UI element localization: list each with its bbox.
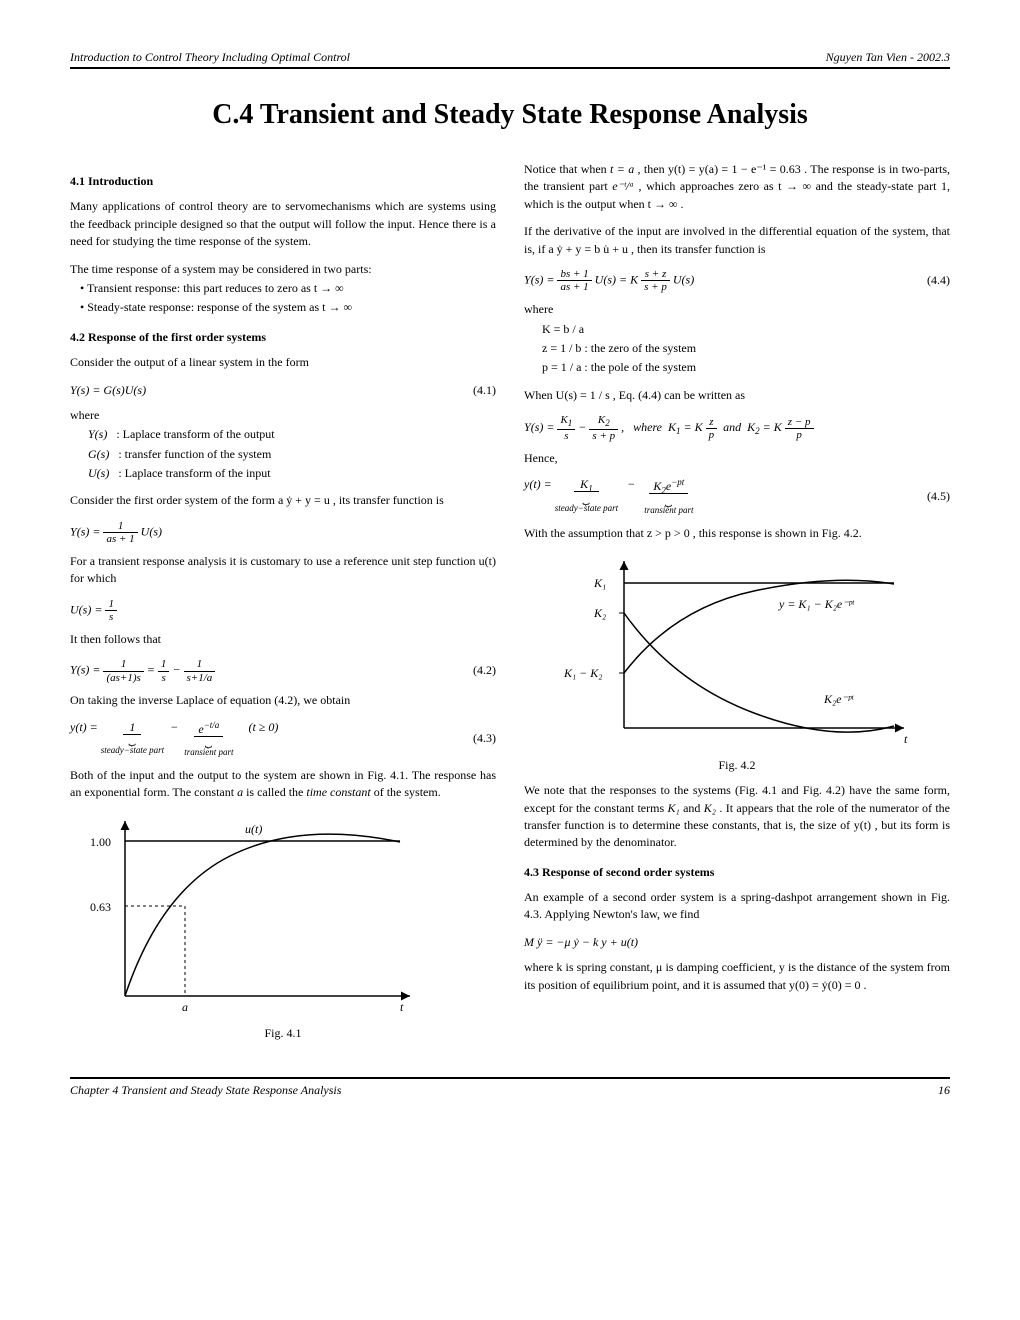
para: Many applications of control theory are … <box>70 198 496 250</box>
para: An example of a second order system is a… <box>524 889 950 924</box>
para: With the assumption that z > p > 0 , thi… <box>524 525 950 542</box>
para: Consider the first order system of the f… <box>70 492 496 509</box>
para: Notice that when t = a , then y(t) = y(a… <box>524 161 950 213</box>
heading-4-2: 4.2 Response of the first order systems <box>70 329 496 346</box>
page-header: Introduction to Control Theory Including… <box>70 50 950 69</box>
para: If the derivative of the input are invol… <box>524 223 950 258</box>
definition: G(s) : transfer function of the system <box>88 446 496 463</box>
definition: K = b / a <box>542 321 950 338</box>
heading-4-1: 4.1 Introduction <box>70 173 496 190</box>
definition: p = 1 / a : the pole of the system <box>542 359 950 376</box>
fig-label: t <box>400 1000 404 1014</box>
fig-label: a <box>182 1000 188 1014</box>
para: On taking the inverse Laplace of equatio… <box>70 692 496 709</box>
right-column: Notice that when t = a , then y(t) = y(a… <box>524 161 950 1051</box>
fig-label: 1.00 <box>90 835 111 849</box>
svg-text:K₁ − K₂: K₁ − K₂ <box>563 666 602 680</box>
equation: U(s) = 1s <box>70 598 496 623</box>
equation-4-1: Y(s) = G(s)U(s) (4.1) <box>70 382 496 399</box>
section-title: C.4 Transient and Steady State Response … <box>70 99 950 131</box>
para: Consider the output of a linear system i… <box>70 354 496 371</box>
content-columns: 4.1 Introduction Many applications of co… <box>70 161 950 1051</box>
svg-text:K₁: K₁ <box>593 576 606 590</box>
para: We note that the responses to the system… <box>524 782 950 852</box>
svg-text:y = K₁ − K₂e⁻ᵖᵗ: y = K₁ − K₂e⁻ᵖᵗ <box>778 597 855 611</box>
fig-caption: Fig. 4.1 <box>70 1025 496 1042</box>
footer-left: Chapter 4 Transient and Steady State Res… <box>70 1083 341 1098</box>
bullet: • Steady-state response: response of the… <box>70 299 496 316</box>
fig-caption: Fig. 4.2 <box>524 757 950 774</box>
svg-text:K₂: K₂ <box>593 606 606 620</box>
equation-4-2: Y(s) = 1(as+1)s = 1s − 1s+1/a (4.2) <box>70 658 496 683</box>
heading-4-3: 4.3 Response of second order systems <box>524 864 950 881</box>
bullet: • Transient response: this part reduces … <box>70 280 496 297</box>
equation-4-5: y(t) = K1⏟steady−state part − K2e−pt⏟tra… <box>524 476 950 518</box>
para: where <box>70 407 496 424</box>
header-left: Introduction to Control Theory Including… <box>70 50 350 65</box>
definition: z = 1 / b : the zero of the system <box>542 340 950 357</box>
left-column: 4.1 Introduction Many applications of co… <box>70 161 496 1051</box>
page-footer: Chapter 4 Transient and Steady State Res… <box>70 1077 950 1098</box>
equation: M ÿ = −μ ẏ − k y + u(t) <box>524 934 950 951</box>
para: where k is spring constant, μ is damping… <box>524 959 950 994</box>
para: When U(s) = 1 / s , Eq. (4.4) can be wri… <box>524 387 950 404</box>
para: The time response of a system may be con… <box>70 261 496 278</box>
para: It then follows that <box>70 631 496 648</box>
figure-4-1: u(t) 1.00 0.63 a t Fig. 4.1 <box>70 811 496 1042</box>
page-number: 16 <box>938 1083 950 1098</box>
definition: Y(s) : Laplace transform of the output <box>88 426 496 443</box>
equation-4-3: y(t) = 1⏟steady−state part − e−t/a⏟trans… <box>70 719 496 759</box>
equation: Y(s) = 1as + 1 U(s) <box>70 520 496 545</box>
svg-text:K₂e⁻ᵖᵗ: K₂e⁻ᵖᵗ <box>823 692 854 706</box>
para: Hence, <box>524 450 950 467</box>
fig-label: 0.63 <box>90 900 111 914</box>
header-right: Nguyen Tan Vien - 2002.3 <box>826 50 950 65</box>
svg-text:t: t <box>904 732 908 746</box>
definition: U(s) : Laplace transform of the input <box>88 465 496 482</box>
fig-label: u(t) <box>245 822 262 836</box>
equation: Y(s) = K1s − K2s + p , where K1 = K zp a… <box>524 414 950 442</box>
para: Both of the input and the output to the … <box>70 767 496 802</box>
figure-4-2: K₁ K₂ K₁ − K₂ y = K₁ − K₂e⁻ᵖᵗ K₂e⁻ᵖᵗ t F… <box>524 553 950 774</box>
para: where <box>524 301 950 318</box>
para: For a transient response analysis it is … <box>70 553 496 588</box>
equation-4-4: Y(s) = bs + 1as + 1 U(s) = K s + zs + p … <box>524 268 950 293</box>
